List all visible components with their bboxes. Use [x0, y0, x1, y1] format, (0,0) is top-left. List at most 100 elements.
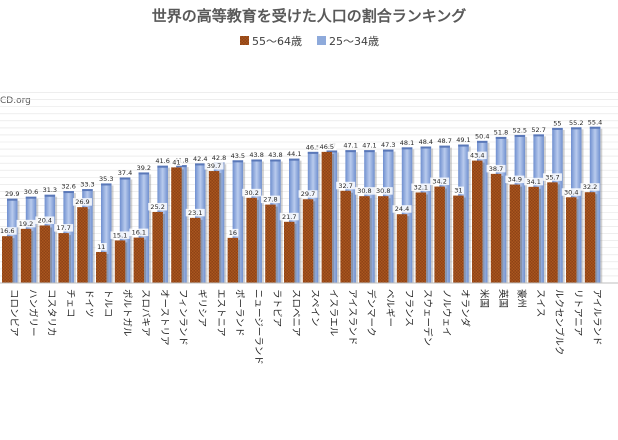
value-label-25-34: 29.9 — [5, 190, 19, 198]
bar-25-34-top — [82, 189, 93, 192]
category-label: デンマーク — [365, 289, 377, 337]
bar-25-34-top — [157, 165, 168, 168]
value-label-55-64: 30.2 — [244, 189, 258, 197]
bar-25-34-top — [401, 147, 413, 150]
bar-25-34-top — [101, 183, 112, 186]
value-label-55-64: 32.2 — [583, 183, 597, 191]
bar-55-64 — [434, 186, 445, 283]
value-label-bg — [35, 216, 55, 224]
legend: 55～64歳 25～34歳 — [240, 35, 379, 48]
value-label-bg — [392, 205, 412, 213]
value-label-55-64: 41 — [172, 158, 180, 166]
value-label-55-64: 16.6 — [0, 227, 14, 235]
category-label: フランス — [403, 289, 414, 327]
category-label: チェコ — [64, 289, 75, 318]
value-label-25-34: 48.7 — [437, 137, 451, 145]
value-label-55-64: 30.8 — [376, 187, 390, 195]
category-label: アイスランド — [346, 289, 357, 345]
value-label-25-34: 51.8 — [494, 128, 508, 136]
value-label-25-34: 44.1 — [287, 150, 301, 158]
value-label-25-34: 35.3 — [99, 175, 113, 183]
value-label-25-34: 48.1 — [400, 139, 414, 147]
category-label: コスタリカ — [46, 289, 57, 337]
category-label: ポルトガル — [121, 289, 132, 337]
value-label-bg — [279, 212, 299, 221]
bar-55-64 — [340, 190, 351, 283]
value-label-bg — [260, 195, 280, 204]
bar-25-34-top — [533, 134, 544, 137]
value-label-25-34: 42.8 — [212, 154, 226, 162]
value-label-25-34: 32.6 — [61, 183, 75, 191]
category-label: イスラエル — [328, 289, 339, 337]
legend-label-younger: 25～34歳 — [329, 35, 379, 48]
bar-55-64 — [227, 237, 239, 283]
legend-swatch-younger — [317, 36, 326, 45]
value-label-25-34: 47.3 — [381, 141, 395, 149]
value-label-bg — [95, 242, 107, 251]
bar-25-34-top — [477, 140, 488, 143]
category-label: リトアニア — [572, 289, 583, 336]
category-label: ポーランド — [234, 289, 245, 337]
category-labels: コロンビア ハンガリー コスタリカ チェコ ドイツ トルコ ポルトガル スロバキア オーストリア… — [8, 289, 602, 365]
category-label: エストニア — [215, 289, 226, 337]
category-label: ニュージーランド — [252, 289, 263, 365]
value-label-bg — [486, 164, 506, 173]
value-label-25-34: 48.4 — [419, 138, 433, 146]
value-label-55-64: 30.8 — [357, 187, 371, 195]
value-label-55-64: 30.4 — [564, 188, 578, 196]
bar-55-64 — [528, 186, 539, 283]
category-label: フィンランド — [177, 289, 188, 346]
bar-25-34 — [101, 183, 112, 283]
value-label-bg — [0, 227, 17, 235]
value-label-25-34: 30.6 — [24, 188, 38, 196]
value-label-55-64: 32.1 — [414, 183, 428, 191]
category-label: ベルギー — [384, 289, 395, 327]
category-label: スウェーデン — [422, 289, 434, 346]
value-label-bg — [373, 187, 393, 195]
value-label-25-34: 47.1 — [362, 142, 376, 150]
bar-55-64 — [490, 173, 502, 283]
category-label: オーストリア — [158, 289, 169, 346]
value-label-bg — [580, 183, 600, 191]
value-label-25-34: 43.8 — [268, 151, 282, 159]
value-label-55-64: 17.7 — [56, 224, 70, 232]
bar-55-64 — [96, 251, 107, 283]
bar-55-64 — [190, 217, 201, 283]
value-label-55-64: 26.9 — [75, 198, 89, 206]
value-label-bg — [561, 188, 581, 196]
value-label-bg — [411, 183, 431, 191]
value-label-bg — [542, 173, 562, 181]
bar-25-34-top — [326, 150, 338, 153]
bar-55-64 — [284, 221, 295, 283]
category-label: トルコ — [102, 289, 113, 317]
bar-25-34-top — [25, 196, 37, 199]
value-label-55-64: 38.7 — [489, 165, 503, 173]
data-labels: 29.9 16.6 30.6 19.2 31.3 20.4 32.6 17.7 33.3 26.9… — [0, 118, 602, 251]
value-label-25-34: 46.5 — [306, 143, 320, 151]
category-label: ギリシア — [196, 289, 207, 327]
bar-25-34 — [232, 160, 244, 283]
bar-25-34-top — [439, 145, 450, 148]
bar-25-34-top — [7, 198, 18, 201]
bar-55-64 — [378, 196, 389, 283]
bar-55-64 — [114, 240, 126, 283]
bar-25-34-top — [345, 150, 356, 153]
category-label: オランダ — [459, 289, 471, 328]
value-label-bg — [298, 190, 318, 198]
value-label-55-64: 27.8 — [263, 196, 277, 204]
value-label-bg — [54, 224, 74, 232]
value-label-bg — [16, 219, 36, 228]
bar-25-34-top — [420, 146, 432, 149]
bar-25-34-top — [289, 158, 300, 161]
value-label-55-64: 31 — [454, 187, 462, 195]
value-label-bg — [227, 228, 239, 237]
value-label-25-34: 50.4 — [475, 132, 489, 140]
value-label-55-64: 35.7 — [545, 173, 559, 181]
value-label-25-34: 52.5 — [513, 126, 527, 134]
bar-55-64 — [39, 225, 51, 283]
value-label-25-34: 33.3 — [80, 181, 94, 189]
bar-25-34-top — [571, 127, 582, 130]
value-label-bg — [452, 186, 464, 195]
bar-55-64 — [246, 197, 257, 283]
value-label-55-64: 29.7 — [301, 190, 315, 198]
